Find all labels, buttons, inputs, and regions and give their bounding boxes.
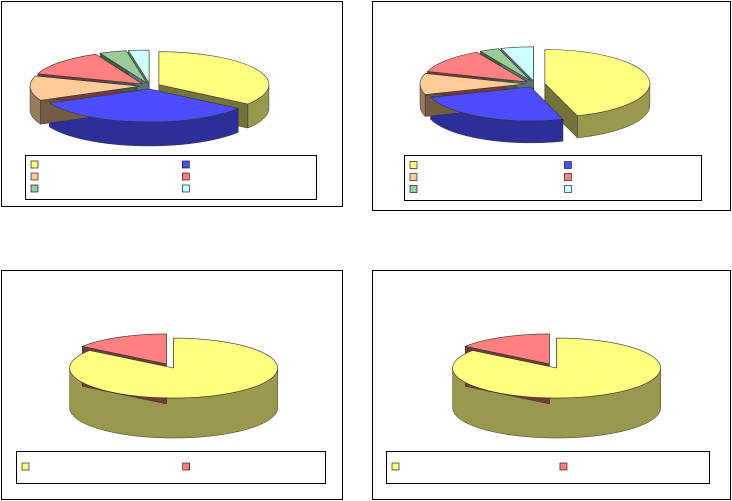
pie-slice [419, 73, 526, 95]
pie-tops [29, 49, 270, 123]
pie-tops [419, 46, 651, 122]
legend-swatch [30, 184, 39, 193]
pie-slice [29, 75, 141, 101]
pie-slice [48, 88, 240, 123]
pie-slice [127, 49, 150, 85]
pie-slice [452, 337, 661, 399]
legend-swatch [409, 161, 418, 169]
legend-swatch [564, 161, 572, 169]
legend-swatch [21, 462, 30, 471]
pie-slice [479, 48, 532, 82]
legend-box [25, 155, 317, 200]
pie-slice [426, 51, 528, 83]
legend [25, 155, 317, 200]
slice-side-group [544, 49, 651, 139]
legend [404, 155, 702, 201]
legend-swatch [182, 172, 190, 181]
legend-swatch [182, 184, 190, 193]
legend-swatch [182, 462, 190, 471]
legend-swatch [30, 160, 39, 169]
legend-swatch [30, 172, 39, 181]
legend-box [16, 451, 326, 484]
pie-slice [464, 333, 550, 365]
pie-tops [69, 333, 278, 399]
legend-swatch [559, 462, 568, 471]
pie-slice [429, 86, 564, 122]
legend-box [404, 155, 702, 201]
pie-tops [452, 333, 661, 399]
legend [16, 451, 326, 484]
legend-swatch [182, 160, 190, 169]
legend-swatch [564, 185, 572, 193]
pie-slice [81, 333, 167, 365]
pie-slice [500, 46, 534, 82]
legend-swatch [409, 173, 418, 181]
legend-swatch [409, 185, 418, 193]
legend-swatch [391, 462, 400, 471]
pie-slice [69, 337, 278, 399]
legend [386, 451, 710, 484]
pie-slice [99, 50, 148, 84]
legend-box [386, 451, 710, 484]
legend-swatch [564, 173, 572, 181]
pie-slice [37, 53, 143, 85]
pie-slice [544, 49, 651, 117]
pie-slice [158, 51, 270, 105]
